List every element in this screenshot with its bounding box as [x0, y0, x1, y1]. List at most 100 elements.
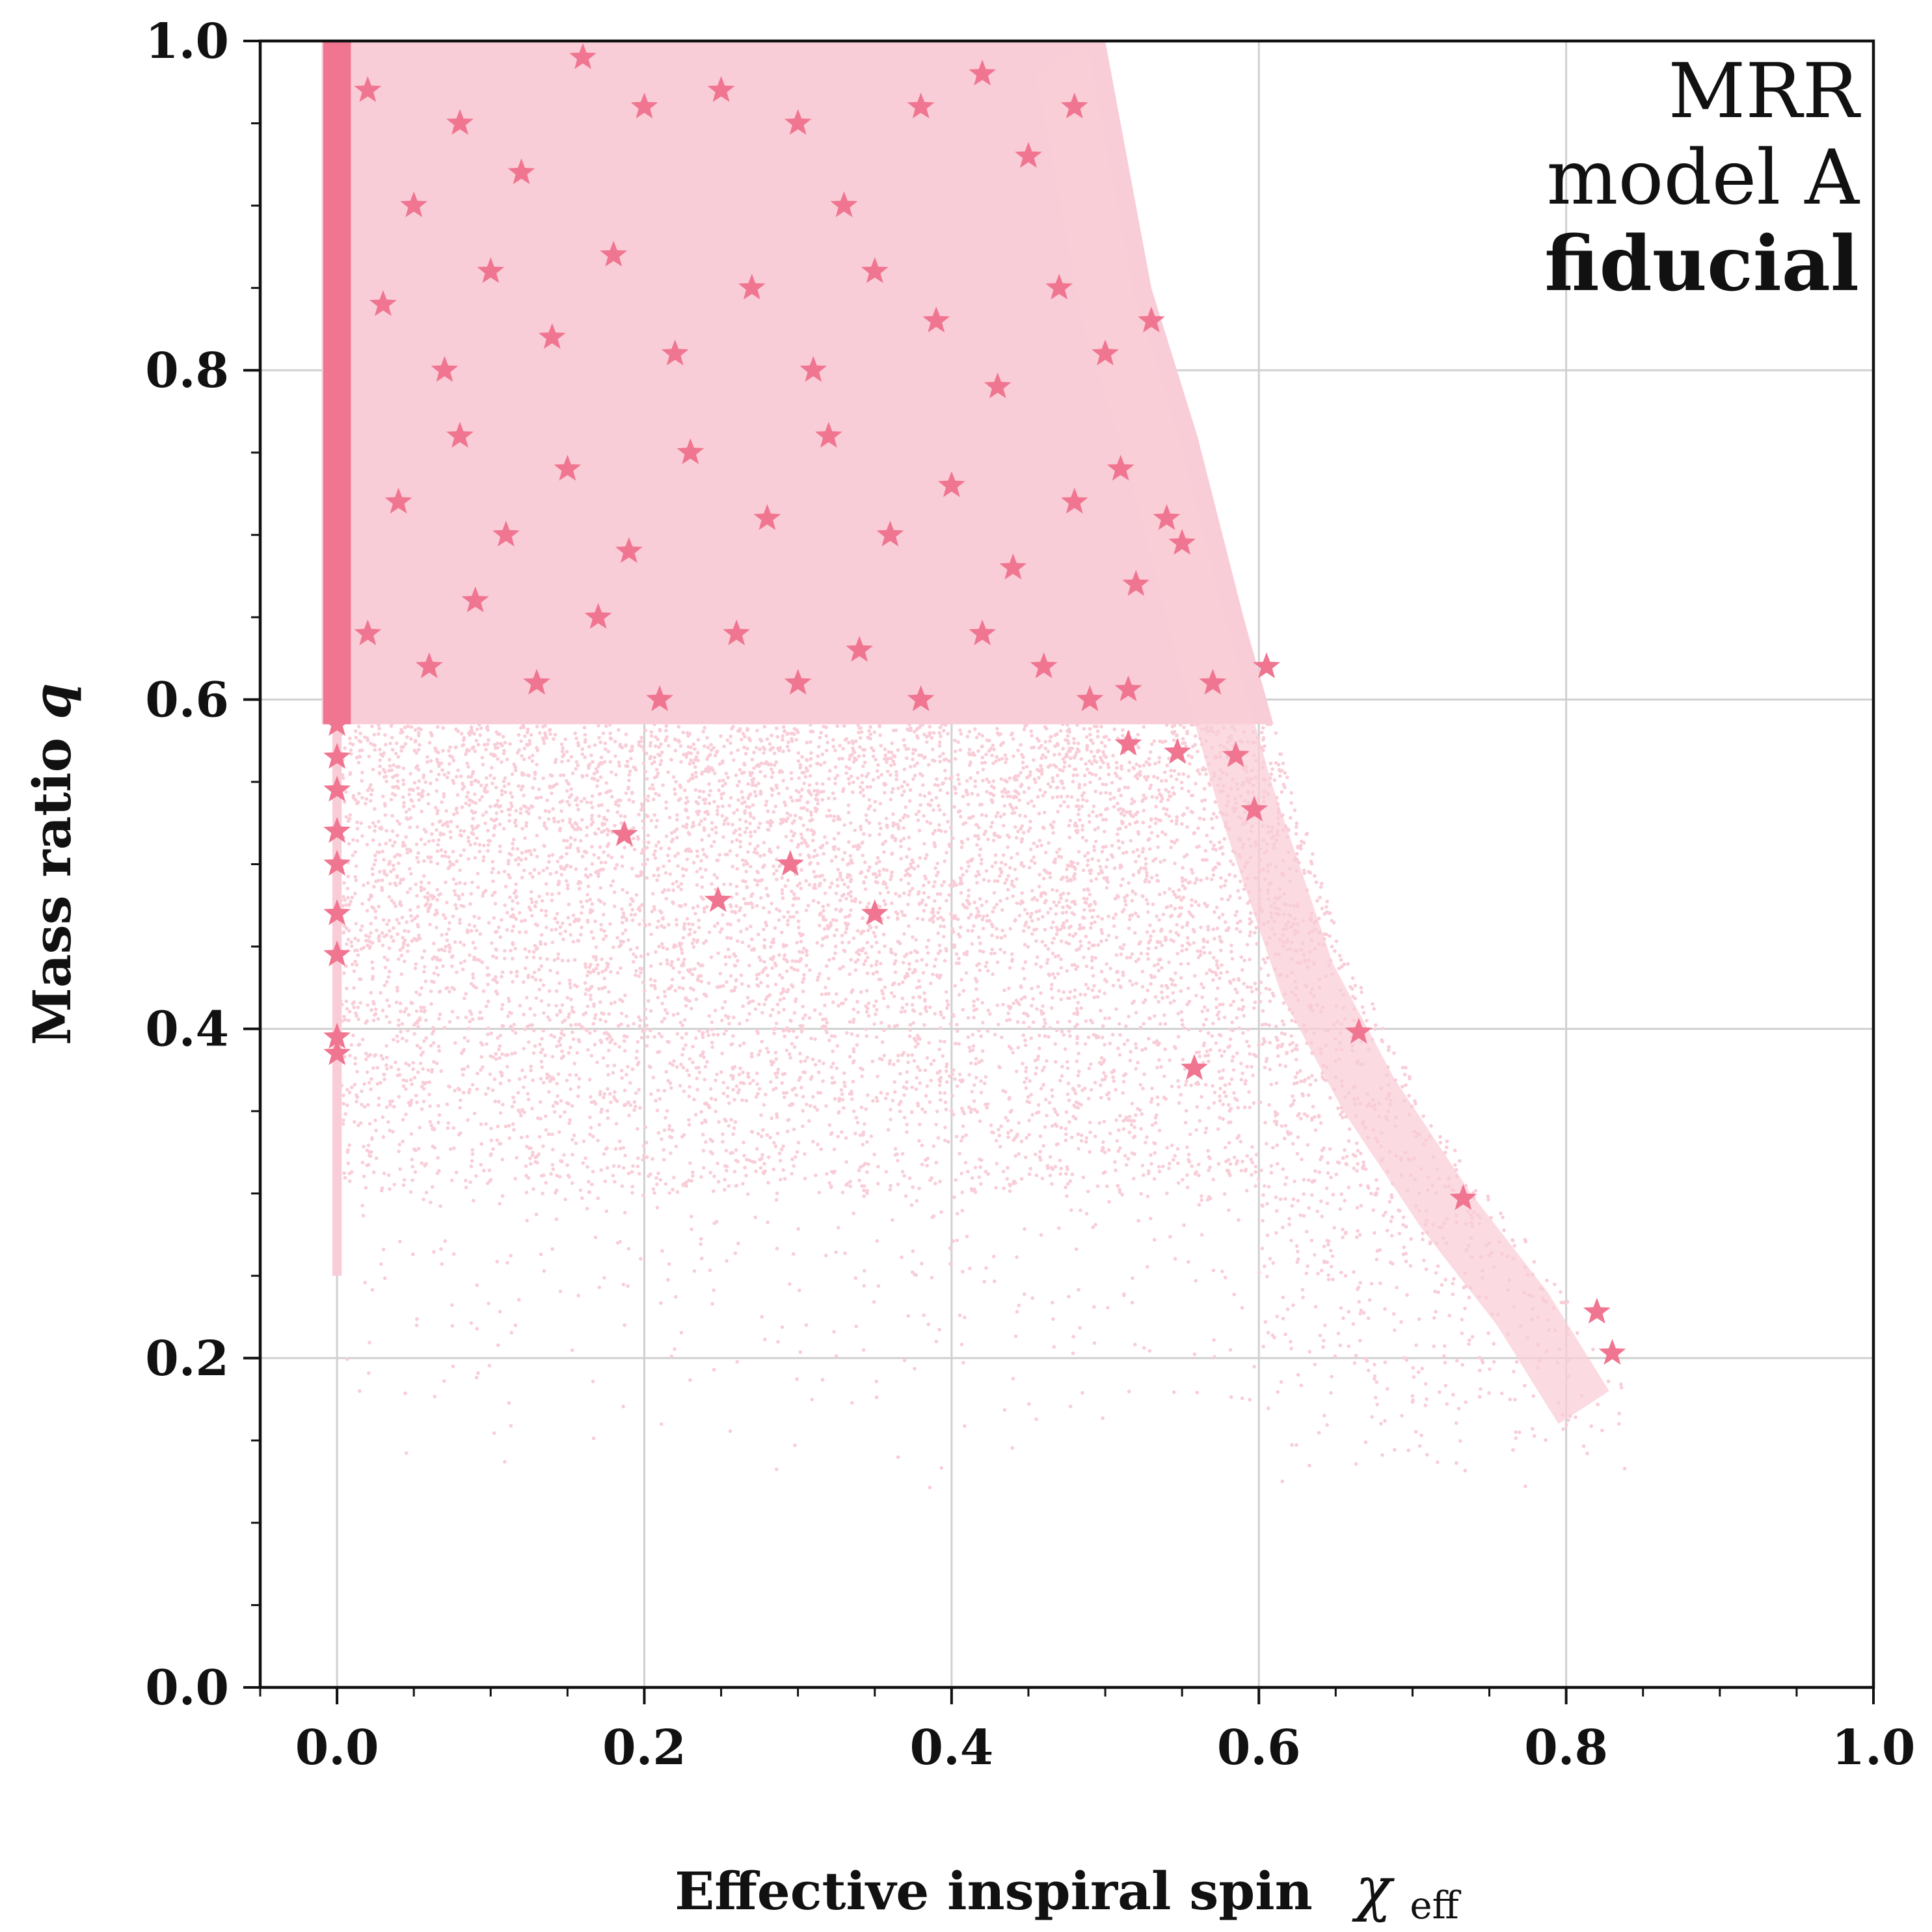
population-point: [899, 857, 903, 861]
population-point: [984, 753, 988, 757]
population-point: [970, 1188, 974, 1192]
population-point: [656, 1088, 660, 1092]
population-point: [1090, 988, 1095, 993]
population-point: [1085, 767, 1090, 771]
population-point: [845, 875, 850, 879]
population-point: [757, 1053, 760, 1057]
population-point: [1060, 1029, 1064, 1034]
population-point: [348, 736, 352, 740]
population-point: [1266, 973, 1270, 978]
population-point: [831, 956, 836, 961]
population-point: [512, 1100, 517, 1104]
population-point: [1245, 1154, 1249, 1158]
population-point: [594, 958, 598, 962]
population-point: [621, 887, 624, 892]
population-point: [1165, 905, 1170, 909]
population-point: [1274, 1024, 1278, 1028]
population-point: [645, 846, 649, 850]
population-point: [556, 920, 559, 924]
population-point: [656, 1131, 661, 1135]
population-point: [1064, 1127, 1068, 1131]
population-point: [847, 740, 851, 745]
population-point: [452, 1146, 456, 1150]
population-point: [799, 794, 803, 799]
population-point: [1280, 1479, 1285, 1483]
population-point: [686, 779, 691, 783]
population-point: [540, 1037, 544, 1041]
population-point: [1375, 1140, 1380, 1144]
population-point: [985, 919, 989, 923]
population-point: [799, 887, 803, 891]
population-point: [1037, 739, 1041, 743]
population-point: [413, 917, 417, 920]
population-point: [509, 948, 513, 953]
population-point: [744, 1099, 749, 1103]
population-point: [343, 1175, 347, 1180]
population-point: [804, 1323, 809, 1327]
population-point: [667, 1123, 671, 1128]
population-point: [422, 887, 426, 891]
population-point: [857, 952, 861, 957]
population-point: [462, 736, 466, 740]
population-point: [827, 809, 831, 812]
population-point: [889, 1183, 892, 1188]
population-point: [396, 932, 399, 936]
population-point: [569, 1087, 572, 1092]
population-point: [1289, 913, 1293, 917]
population-point: [989, 747, 993, 751]
population-point: [496, 870, 501, 875]
population-point: [558, 1036, 563, 1040]
population-point: [911, 1249, 915, 1254]
population-point: [738, 1080, 743, 1085]
population-point: [546, 817, 551, 821]
population-point: [941, 1015, 946, 1020]
population-point: [815, 807, 819, 811]
population-point: [369, 1150, 373, 1154]
population-point: [403, 1010, 407, 1014]
population-point: [589, 753, 593, 757]
population-point: [1114, 1007, 1118, 1012]
population-point: [1155, 796, 1159, 800]
population-point: [1116, 801, 1120, 805]
population-point: [980, 1049, 985, 1053]
population-point: [538, 956, 543, 960]
population-point: [1077, 1069, 1081, 1073]
population-point: [889, 757, 893, 760]
population-point: [1263, 877, 1267, 881]
population-point: [1248, 930, 1253, 934]
population-point: [420, 986, 423, 990]
population-point: [1006, 874, 1011, 878]
population-point: [623, 814, 627, 818]
population-point: [777, 865, 781, 868]
population-point: [1073, 1105, 1077, 1109]
population-point: [1008, 1189, 1012, 1193]
population-point: [1373, 1377, 1376, 1381]
population-point: [1216, 1017, 1221, 1021]
population-point: [746, 902, 751, 906]
population-point: [345, 986, 349, 991]
population-point: [602, 850, 606, 854]
population-point: [598, 775, 603, 779]
population-point: [1359, 1203, 1363, 1208]
population-point: [868, 833, 872, 837]
population-point: [549, 1033, 553, 1038]
population-point: [451, 758, 456, 762]
population-point: [1034, 1066, 1039, 1070]
population-point: [970, 792, 974, 796]
population-point: [468, 1088, 472, 1092]
population-point: [1359, 986, 1363, 990]
population-point: [1075, 1012, 1080, 1017]
population-point: [834, 891, 839, 896]
population-point: [1034, 962, 1038, 966]
population-point: [509, 1330, 514, 1335]
population-point: [436, 1156, 440, 1160]
population-point: [848, 1054, 852, 1059]
population-point: [522, 1012, 526, 1017]
population-point: [1027, 866, 1032, 870]
population-point: [902, 1174, 906, 1178]
population-point: [1010, 879, 1014, 883]
population-point: [383, 965, 388, 969]
population-point: [1028, 915, 1032, 919]
population-point: [509, 970, 513, 974]
population-point: [1237, 1026, 1241, 1030]
